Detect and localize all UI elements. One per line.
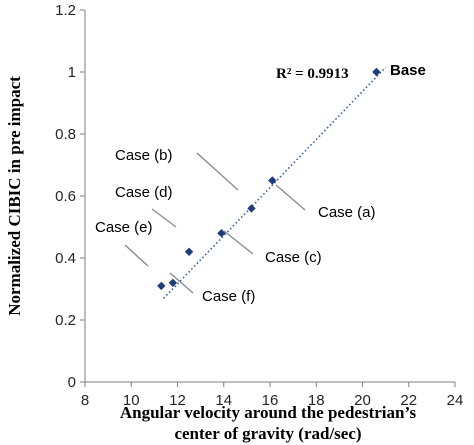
y-axis-title: Normalized CIBIC in pre impact: [5, 76, 24, 316]
point-label: Case (c): [265, 249, 322, 266]
x-axis-title-line-1: Angular velocity around the pedestrian’s: [120, 403, 417, 422]
point-labels: Base Case (a) Case (b) Case (c) Case (d) Case…: [95, 62, 426, 305]
data-point: [169, 279, 177, 287]
point-label: Case (d): [115, 184, 173, 201]
y-tick-label: 0: [68, 374, 76, 391]
data-point: [372, 68, 380, 76]
x-axis-title-line-2: center of gravity (rad/sec): [174, 424, 361, 443]
leader-line: [125, 245, 148, 266]
y-axis-ticks: 0 0.2 0.4 0.6 0.8 1 1.2: [55, 2, 85, 391]
x-tick-label: 24: [447, 392, 464, 409]
leader-line: [224, 231, 253, 254]
y-tick-label: 1: [68, 64, 76, 81]
y-tick-label: 1.2: [55, 2, 76, 19]
data-point: [185, 248, 193, 256]
leader-line: [152, 209, 176, 227]
data-point: [157, 282, 165, 290]
r-squared-label: R² = 0.9913: [276, 66, 349, 82]
leader-line: [197, 153, 238, 190]
y-tick-label: 0.4: [55, 250, 76, 267]
x-tick-label: 8: [81, 392, 89, 409]
point-label: Case (e): [95, 219, 153, 236]
y-tick-label: 0.6: [55, 188, 76, 205]
point-label: Case (b): [115, 147, 173, 164]
y-tick-label: 0.2: [55, 312, 76, 329]
point-label: Case (a): [318, 204, 376, 221]
data-point: [247, 204, 255, 212]
leader-line: [276, 185, 305, 210]
point-label: Base: [390, 62, 426, 79]
y-tick-label: 0.8: [55, 126, 76, 143]
data-point: [268, 176, 276, 184]
point-label: Case (f): [202, 288, 255, 305]
data-point: [217, 229, 225, 237]
